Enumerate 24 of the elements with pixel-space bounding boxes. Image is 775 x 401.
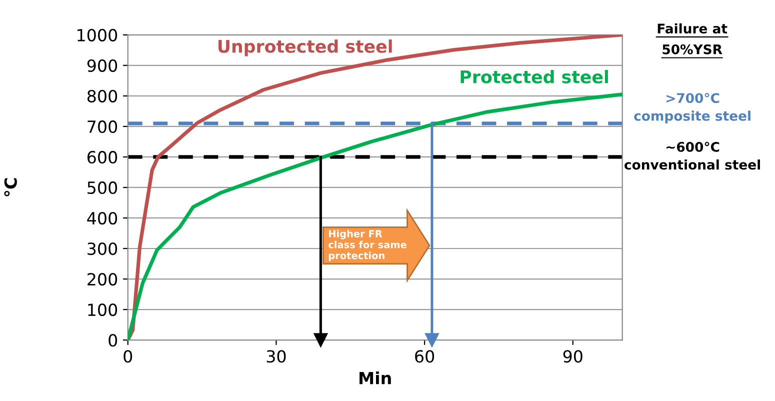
y-tick-label: 200 xyxy=(88,272,118,286)
y-tick-label: 500 xyxy=(88,181,118,194)
y-tick-label: 300 xyxy=(88,242,118,256)
ref-line-label: >700°C composite steel xyxy=(634,92,750,124)
y-tick-label: 100 xyxy=(88,303,118,316)
y-tick-label: 1000 xyxy=(78,28,118,42)
series-label: Protected steel xyxy=(460,70,608,84)
y-tick-label: 600 xyxy=(88,150,118,164)
y-tick-label: 400 xyxy=(87,212,118,225)
x-tick-label: 0 xyxy=(124,350,132,363)
x-tick-label: 30 xyxy=(266,350,286,363)
x-axis-title: Min xyxy=(360,371,391,384)
ref-line-label: ~600°C conventional steel xyxy=(624,142,760,170)
line-series xyxy=(128,34,622,340)
x-tick-label: 90 xyxy=(563,350,582,363)
y-axis-title: °C xyxy=(4,178,17,196)
text: Failure at 50%YSR xyxy=(658,23,728,54)
y-tick-label: 0 xyxy=(108,334,118,347)
series-label: Unprotected steel xyxy=(218,39,392,56)
annotation: Higher FR class for same protection xyxy=(328,230,406,262)
y-tick-label: 800 xyxy=(87,90,118,102)
y-tick-label: 700 xyxy=(88,120,118,134)
y-tick-label: 900 xyxy=(87,59,118,72)
x-tick-label: 60 xyxy=(415,350,434,363)
